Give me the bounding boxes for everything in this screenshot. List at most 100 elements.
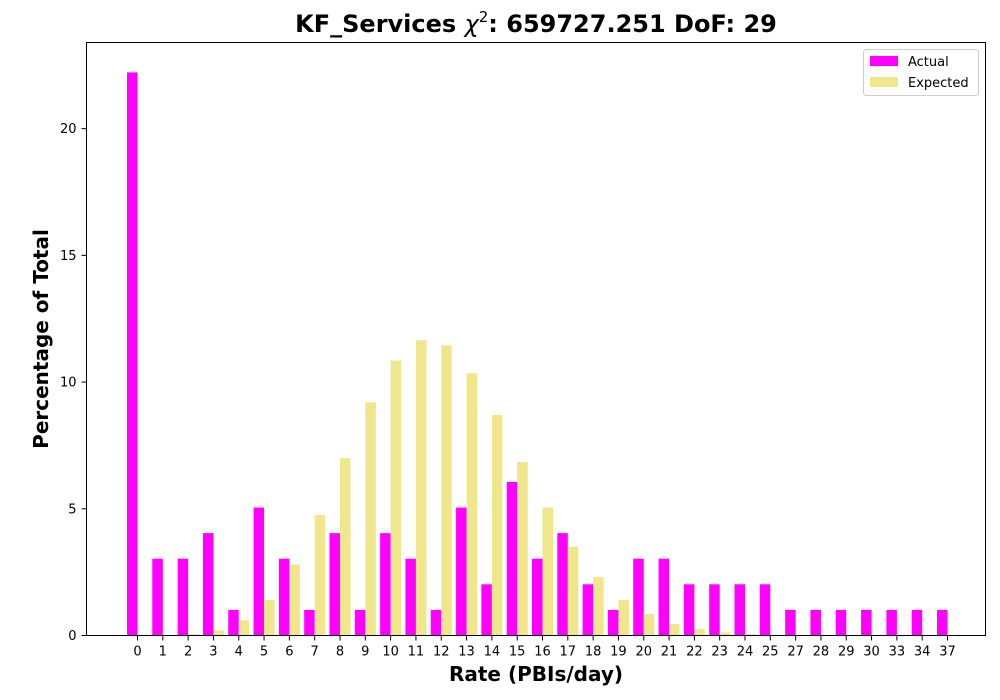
bar-expected-5 [264,600,275,636]
bar-actual-33 [886,609,897,636]
x-tick-label: 18 [585,645,602,660]
bar-actual-18 [582,584,594,636]
y-tick-label: 20 [60,122,77,137]
x-tick-label: 20 [635,645,652,660]
bar-actual-23 [709,584,720,636]
x-tick-label: 19 [610,645,627,660]
x-tick-label: 16 [534,645,551,660]
bar-expected-20 [643,613,655,636]
bar-actual-27 [785,609,796,636]
chart-title-symbol: χ [463,10,480,38]
chart-title-prefix: KF_Services [295,10,464,38]
bar-actual-28 [810,609,821,636]
x-tick-label: 12 [433,645,450,660]
x-tick-label: 23 [711,645,728,660]
bar-actual-8 [329,533,340,636]
bar-expected-17 [567,546,579,636]
bar-actual-11 [405,558,416,636]
bar-actual-10 [380,533,391,636]
bar-actual-9 [354,609,366,636]
bar-actual-20 [633,558,644,636]
bar-expected-13 [466,373,478,636]
bar-expected-21 [669,624,680,636]
x-axis-label: Rate (PBIs/day) [449,662,623,686]
x-tick-label: 6 [285,645,293,660]
x-tick-label: 30 [863,645,880,660]
bar-expected-9 [365,402,376,636]
bar-actual-22 [683,584,695,636]
x-tick-label: 9 [361,645,369,660]
x-tick-label: 15 [509,645,526,660]
y-tick-label: 15 [60,249,77,264]
plot-area-frame [86,42,986,636]
y-tick-label: 10 [60,376,77,391]
bar-expected-7 [314,515,326,636]
bar-actual-29 [835,609,847,636]
x-tick-label: 0 [133,645,141,660]
bar-layer [127,72,948,636]
bar-actual-6 [278,558,290,636]
bar-actual-19 [607,609,619,636]
bar-expected-23 [719,632,731,636]
x-tick-label: 37 [939,645,956,660]
legend-label-actual: Actual [908,55,949,70]
bar-actual-3 [202,533,214,636]
x-tick-label: 24 [737,645,754,660]
x-tick-label: 8 [336,645,344,660]
y-axis-label: Percentage of Total [29,229,53,449]
x-tick-label: 3 [209,645,217,660]
x-tick-label: 5 [260,645,268,660]
bar-expected-3 [213,630,224,636]
x-tick-label: 1 [159,645,167,660]
y-tick-label: 5 [68,502,76,517]
bar-expected-2 [188,634,199,636]
bar-actual-4 [228,609,239,636]
bar-actual-15 [506,481,518,636]
bar-expected-11 [415,340,427,636]
bar-actual-14 [481,584,492,636]
bar-expected-8 [340,458,351,636]
bar-expected-14 [491,415,503,636]
bar-expected-10 [390,360,402,636]
bar-expected-18 [593,577,604,636]
legend: Actual Expected [863,49,979,96]
chart-title-suffix: : 659727.251 DoF: 29 [488,10,777,38]
x-tick-label: 14 [484,645,501,660]
bar-expected-22 [694,629,705,636]
bar-actual-30 [861,609,872,636]
x-tick-label: 27 [787,645,804,660]
x-tick-label: 22 [686,645,703,660]
y-tick-label: 0 [68,629,76,644]
x-tick-label: 33 [889,645,906,660]
x-tick-label: 13 [458,645,475,660]
x-tick-label: 4 [235,645,243,660]
bar-expected-6 [289,564,300,636]
bar-actual-34 [911,609,923,636]
bar-actual-12 [430,609,442,636]
bar-actual-0 [127,72,138,636]
legend-swatch-actual [870,56,898,66]
bar-actual-7 [304,609,315,636]
x-tick-label: 7 [311,645,319,660]
x-tick-label: 21 [661,645,678,660]
x-tick-label: 25 [762,645,779,660]
bar-actual-25 [759,584,771,636]
legend-swatch-expected [870,77,898,87]
chart-title-superscript: 2 [479,8,489,26]
legend-label-expected: Expected [908,76,969,91]
bar-actual-17 [557,533,568,636]
bar-expected-12 [441,345,452,636]
bar-expected-16 [542,507,553,636]
bar-expected-24 [745,633,756,636]
bar-actual-16 [532,558,543,636]
bar-expected-4 [238,620,250,636]
chart-title: KF_Services χ2: 659727.251 DoF: 29 [295,8,777,38]
bar-actual-5 [253,507,265,636]
x-tick-label: 2 [184,645,192,660]
x-tick-label: 28 [813,645,830,660]
y-axis-ticks: 0 5 10 15 20 [60,122,87,644]
bar-actual-24 [734,584,745,636]
bar-actual-13 [456,507,467,636]
